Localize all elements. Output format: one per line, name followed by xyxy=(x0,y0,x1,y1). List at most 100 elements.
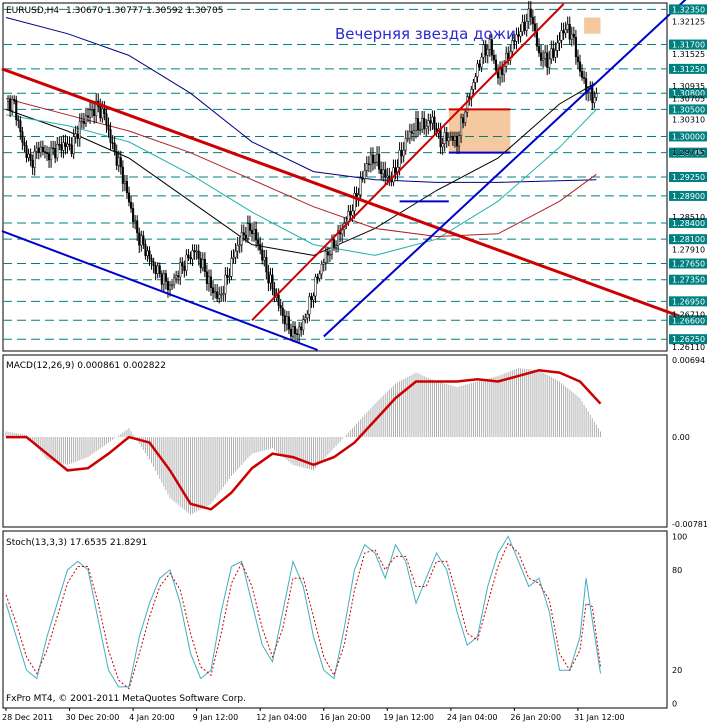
candle-body xyxy=(591,87,594,104)
candle-body xyxy=(181,262,184,267)
candle-body xyxy=(527,8,530,22)
candle-body xyxy=(228,276,231,278)
candle-body xyxy=(103,108,106,114)
candle-body xyxy=(130,201,133,209)
macd-tick-label: -0.00781 xyxy=(672,520,707,529)
price-level-tag xyxy=(669,274,707,285)
candle-body xyxy=(15,99,18,120)
candle-body xyxy=(451,136,454,141)
candle-body xyxy=(583,77,586,79)
candle-body xyxy=(316,276,319,279)
candle-body xyxy=(320,264,323,275)
candle-body xyxy=(31,160,34,168)
candle-body xyxy=(48,153,51,161)
price-level-label: 1.26250 xyxy=(672,335,705,344)
candle-body xyxy=(476,63,479,78)
candle-body xyxy=(148,250,151,259)
candle-body xyxy=(531,16,534,25)
candle-body xyxy=(291,326,295,337)
candle-body xyxy=(248,223,251,231)
candle-body xyxy=(492,54,495,61)
candle-body xyxy=(134,220,137,222)
candle-body xyxy=(458,135,461,147)
candle-body xyxy=(441,143,444,148)
candle-body xyxy=(201,258,204,269)
candle-body xyxy=(517,34,520,37)
pattern-annotation: Вечерняя звезда дожи xyxy=(335,25,516,43)
candle-body xyxy=(298,326,301,335)
candle-body xyxy=(417,118,420,131)
candle-body xyxy=(279,305,282,309)
candle-body xyxy=(283,315,286,325)
price-level-label: 1.30500 xyxy=(672,105,705,114)
candle-body xyxy=(168,284,172,291)
macd-signal-line xyxy=(6,369,602,511)
candle-body xyxy=(74,133,77,137)
candle-body xyxy=(214,291,217,294)
candle-body xyxy=(82,120,85,124)
candle-body xyxy=(294,326,297,334)
candle-body xyxy=(17,119,20,121)
candle-body xyxy=(23,142,26,146)
candle-body xyxy=(400,149,403,157)
candle-body xyxy=(558,40,561,44)
candle-body xyxy=(191,250,194,260)
candle-body xyxy=(146,250,149,256)
candle-body xyxy=(513,40,516,42)
candle-body xyxy=(318,273,321,279)
candle-body xyxy=(361,178,364,180)
candle-body xyxy=(246,223,249,239)
candle-body xyxy=(171,284,174,287)
candle-body xyxy=(224,274,227,295)
candle-body xyxy=(289,328,292,337)
candle-body xyxy=(175,275,178,279)
candle-body xyxy=(443,132,446,144)
candle-body xyxy=(365,163,368,171)
candle-body xyxy=(462,117,465,124)
trendline-channel-upper xyxy=(251,3,565,321)
price-level-tag xyxy=(669,63,707,74)
price-level-tag xyxy=(669,334,707,345)
candle-body xyxy=(521,21,524,32)
candle-body xyxy=(21,131,24,143)
price-tick-label: 1.30310 xyxy=(672,116,705,125)
candle-body xyxy=(322,262,325,265)
candle-body xyxy=(359,178,362,196)
candle-body xyxy=(144,244,147,256)
candle-body xyxy=(363,170,366,179)
time-tick-label: 19 Jan 12:00 xyxy=(383,713,434,722)
candle-body xyxy=(154,265,157,274)
candle-body xyxy=(25,145,28,158)
candle-body xyxy=(117,157,120,166)
price-level-tag xyxy=(669,190,707,201)
candle-body xyxy=(308,296,311,315)
candle-body xyxy=(300,326,303,331)
candle-body xyxy=(220,293,223,296)
candle-body xyxy=(503,66,506,75)
candle-body xyxy=(550,48,553,60)
price-level-label: 1.31250 xyxy=(672,65,705,74)
candle-body xyxy=(402,149,405,157)
candle-body xyxy=(132,208,135,222)
candle-body xyxy=(382,169,385,175)
candle-body xyxy=(250,230,254,234)
candle-body xyxy=(404,138,407,151)
candle-body xyxy=(76,133,79,139)
candle-body xyxy=(429,120,432,124)
candle-body xyxy=(576,56,580,63)
price-level-tag xyxy=(669,147,707,158)
price-tick-label: 1.30935 xyxy=(672,82,705,91)
candle-body xyxy=(593,97,596,104)
candle-body xyxy=(431,116,434,124)
candle-body xyxy=(232,256,235,259)
candle-body xyxy=(419,128,422,131)
candle-body xyxy=(54,148,57,159)
candle-body xyxy=(136,220,139,234)
candle-body xyxy=(9,98,12,111)
candle-body xyxy=(449,136,452,138)
candle-body xyxy=(240,232,243,246)
candle-body xyxy=(45,152,49,154)
candle-body xyxy=(166,281,169,291)
candle-body xyxy=(460,117,463,137)
candle-body xyxy=(115,151,118,166)
